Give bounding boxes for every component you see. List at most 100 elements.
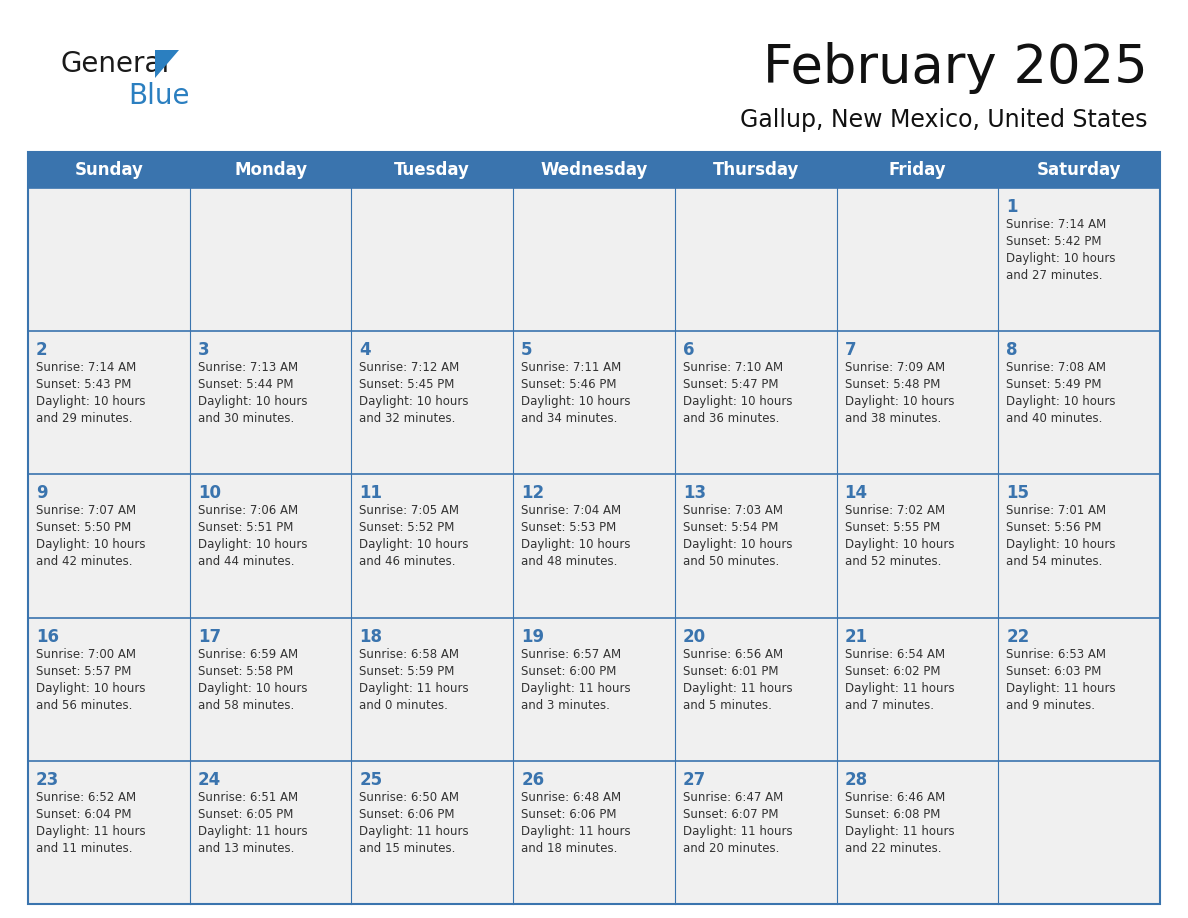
Text: 14: 14 — [845, 485, 867, 502]
Text: and 34 minutes.: and 34 minutes. — [522, 412, 618, 425]
Text: and 11 minutes.: and 11 minutes. — [36, 842, 133, 855]
Text: Sunrise: 6:46 AM: Sunrise: 6:46 AM — [845, 790, 944, 804]
Text: Tuesday: Tuesday — [394, 161, 470, 179]
Text: Daylight: 10 hours: Daylight: 10 hours — [197, 681, 308, 695]
Text: Sunrise: 6:56 AM: Sunrise: 6:56 AM — [683, 647, 783, 661]
Text: and 48 minutes.: and 48 minutes. — [522, 555, 618, 568]
Bar — [352, 761, 513, 904]
Polygon shape — [154, 50, 179, 78]
Text: Sunset: 5:45 PM: Sunset: 5:45 PM — [360, 378, 455, 391]
Bar — [513, 761, 675, 904]
Text: Daylight: 10 hours: Daylight: 10 hours — [683, 538, 792, 552]
Bar — [998, 188, 1159, 331]
Text: Daylight: 10 hours: Daylight: 10 hours — [360, 396, 469, 409]
Text: Sunrise: 6:47 AM: Sunrise: 6:47 AM — [683, 790, 783, 804]
Text: Daylight: 11 hours: Daylight: 11 hours — [36, 824, 146, 838]
Text: Sunrise: 6:51 AM: Sunrise: 6:51 AM — [197, 790, 298, 804]
Bar — [836, 761, 998, 904]
Text: Sunset: 5:44 PM: Sunset: 5:44 PM — [197, 378, 293, 391]
Text: Thursday: Thursday — [713, 161, 798, 179]
Text: and 27 minutes.: and 27 minutes. — [1006, 269, 1102, 282]
Text: Daylight: 10 hours: Daylight: 10 hours — [522, 538, 631, 552]
Text: Friday: Friday — [889, 161, 946, 179]
Text: and 9 minutes.: and 9 minutes. — [1006, 699, 1095, 711]
Text: 10: 10 — [197, 485, 221, 502]
Text: Sunset: 6:04 PM: Sunset: 6:04 PM — [36, 808, 132, 821]
Bar — [675, 331, 836, 475]
Text: Sunset: 6:06 PM: Sunset: 6:06 PM — [360, 808, 455, 821]
Text: Sunrise: 6:52 AM: Sunrise: 6:52 AM — [36, 790, 137, 804]
Text: Sunrise: 6:58 AM: Sunrise: 6:58 AM — [360, 647, 460, 661]
Text: Sunrise: 7:07 AM: Sunrise: 7:07 AM — [36, 504, 137, 518]
Text: and 5 minutes.: and 5 minutes. — [683, 699, 772, 711]
Text: Sunset: 5:49 PM: Sunset: 5:49 PM — [1006, 378, 1101, 391]
Text: Sunset: 5:46 PM: Sunset: 5:46 PM — [522, 378, 617, 391]
Text: Sunset: 5:42 PM: Sunset: 5:42 PM — [1006, 235, 1101, 248]
Bar — [190, 331, 352, 475]
Bar — [352, 152, 513, 188]
Bar — [190, 188, 352, 331]
Text: Sunset: 5:58 PM: Sunset: 5:58 PM — [197, 665, 293, 677]
Text: 20: 20 — [683, 628, 706, 645]
Text: Sunday: Sunday — [75, 161, 144, 179]
Text: Daylight: 10 hours: Daylight: 10 hours — [197, 538, 308, 552]
Text: Sunrise: 7:14 AM: Sunrise: 7:14 AM — [36, 361, 137, 375]
Text: 1: 1 — [1006, 198, 1018, 216]
Text: Sunrise: 7:10 AM: Sunrise: 7:10 AM — [683, 361, 783, 375]
Bar — [29, 188, 190, 331]
Text: Sunrise: 7:00 AM: Sunrise: 7:00 AM — [36, 647, 135, 661]
Text: and 50 minutes.: and 50 minutes. — [683, 555, 779, 568]
Text: 19: 19 — [522, 628, 544, 645]
Text: and 20 minutes.: and 20 minutes. — [683, 842, 779, 855]
Text: Sunset: 6:03 PM: Sunset: 6:03 PM — [1006, 665, 1101, 677]
Text: Blue: Blue — [128, 82, 190, 110]
Text: Sunrise: 7:12 AM: Sunrise: 7:12 AM — [360, 361, 460, 375]
Text: Sunset: 5:56 PM: Sunset: 5:56 PM — [1006, 521, 1101, 534]
Bar — [998, 761, 1159, 904]
Text: and 46 minutes.: and 46 minutes. — [360, 555, 456, 568]
Text: Sunrise: 7:02 AM: Sunrise: 7:02 AM — [845, 504, 944, 518]
Text: 22: 22 — [1006, 628, 1030, 645]
Text: Sunset: 6:07 PM: Sunset: 6:07 PM — [683, 808, 778, 821]
Text: Sunrise: 7:05 AM: Sunrise: 7:05 AM — [360, 504, 460, 518]
Text: Daylight: 10 hours: Daylight: 10 hours — [360, 538, 469, 552]
Text: Daylight: 10 hours: Daylight: 10 hours — [36, 396, 145, 409]
Text: Sunrise: 7:01 AM: Sunrise: 7:01 AM — [1006, 504, 1106, 518]
Bar — [836, 475, 998, 618]
Text: and 15 minutes.: and 15 minutes. — [360, 842, 456, 855]
Text: 25: 25 — [360, 771, 383, 789]
Bar — [675, 618, 836, 761]
Bar — [352, 618, 513, 761]
Text: 24: 24 — [197, 771, 221, 789]
Text: Daylight: 10 hours: Daylight: 10 hours — [845, 396, 954, 409]
Text: and 54 minutes.: and 54 minutes. — [1006, 555, 1102, 568]
Text: Daylight: 10 hours: Daylight: 10 hours — [845, 538, 954, 552]
Text: Daylight: 11 hours: Daylight: 11 hours — [845, 824, 954, 838]
Text: Sunrise: 7:08 AM: Sunrise: 7:08 AM — [1006, 361, 1106, 375]
Text: Sunrise: 7:13 AM: Sunrise: 7:13 AM — [197, 361, 298, 375]
Text: 16: 16 — [36, 628, 59, 645]
Bar — [998, 618, 1159, 761]
Text: and 52 minutes.: and 52 minutes. — [845, 555, 941, 568]
Text: Sunset: 5:55 PM: Sunset: 5:55 PM — [845, 521, 940, 534]
Text: Daylight: 10 hours: Daylight: 10 hours — [522, 396, 631, 409]
Text: Sunset: 5:59 PM: Sunset: 5:59 PM — [360, 665, 455, 677]
Bar — [29, 152, 190, 188]
Text: Wednesday: Wednesday — [541, 161, 647, 179]
Text: Monday: Monday — [234, 161, 308, 179]
Bar — [29, 761, 190, 904]
Text: 13: 13 — [683, 485, 706, 502]
Bar — [190, 761, 352, 904]
Text: Daylight: 11 hours: Daylight: 11 hours — [197, 824, 308, 838]
Bar — [29, 618, 190, 761]
Text: Sunrise: 7:14 AM: Sunrise: 7:14 AM — [1006, 218, 1106, 231]
Text: 21: 21 — [845, 628, 867, 645]
Bar — [513, 152, 675, 188]
Text: and 18 minutes.: and 18 minutes. — [522, 842, 618, 855]
Text: 17: 17 — [197, 628, 221, 645]
Text: Sunrise: 6:48 AM: Sunrise: 6:48 AM — [522, 790, 621, 804]
Text: and 3 minutes.: and 3 minutes. — [522, 699, 609, 711]
Bar — [29, 152, 1159, 904]
Bar — [675, 761, 836, 904]
Text: 26: 26 — [522, 771, 544, 789]
